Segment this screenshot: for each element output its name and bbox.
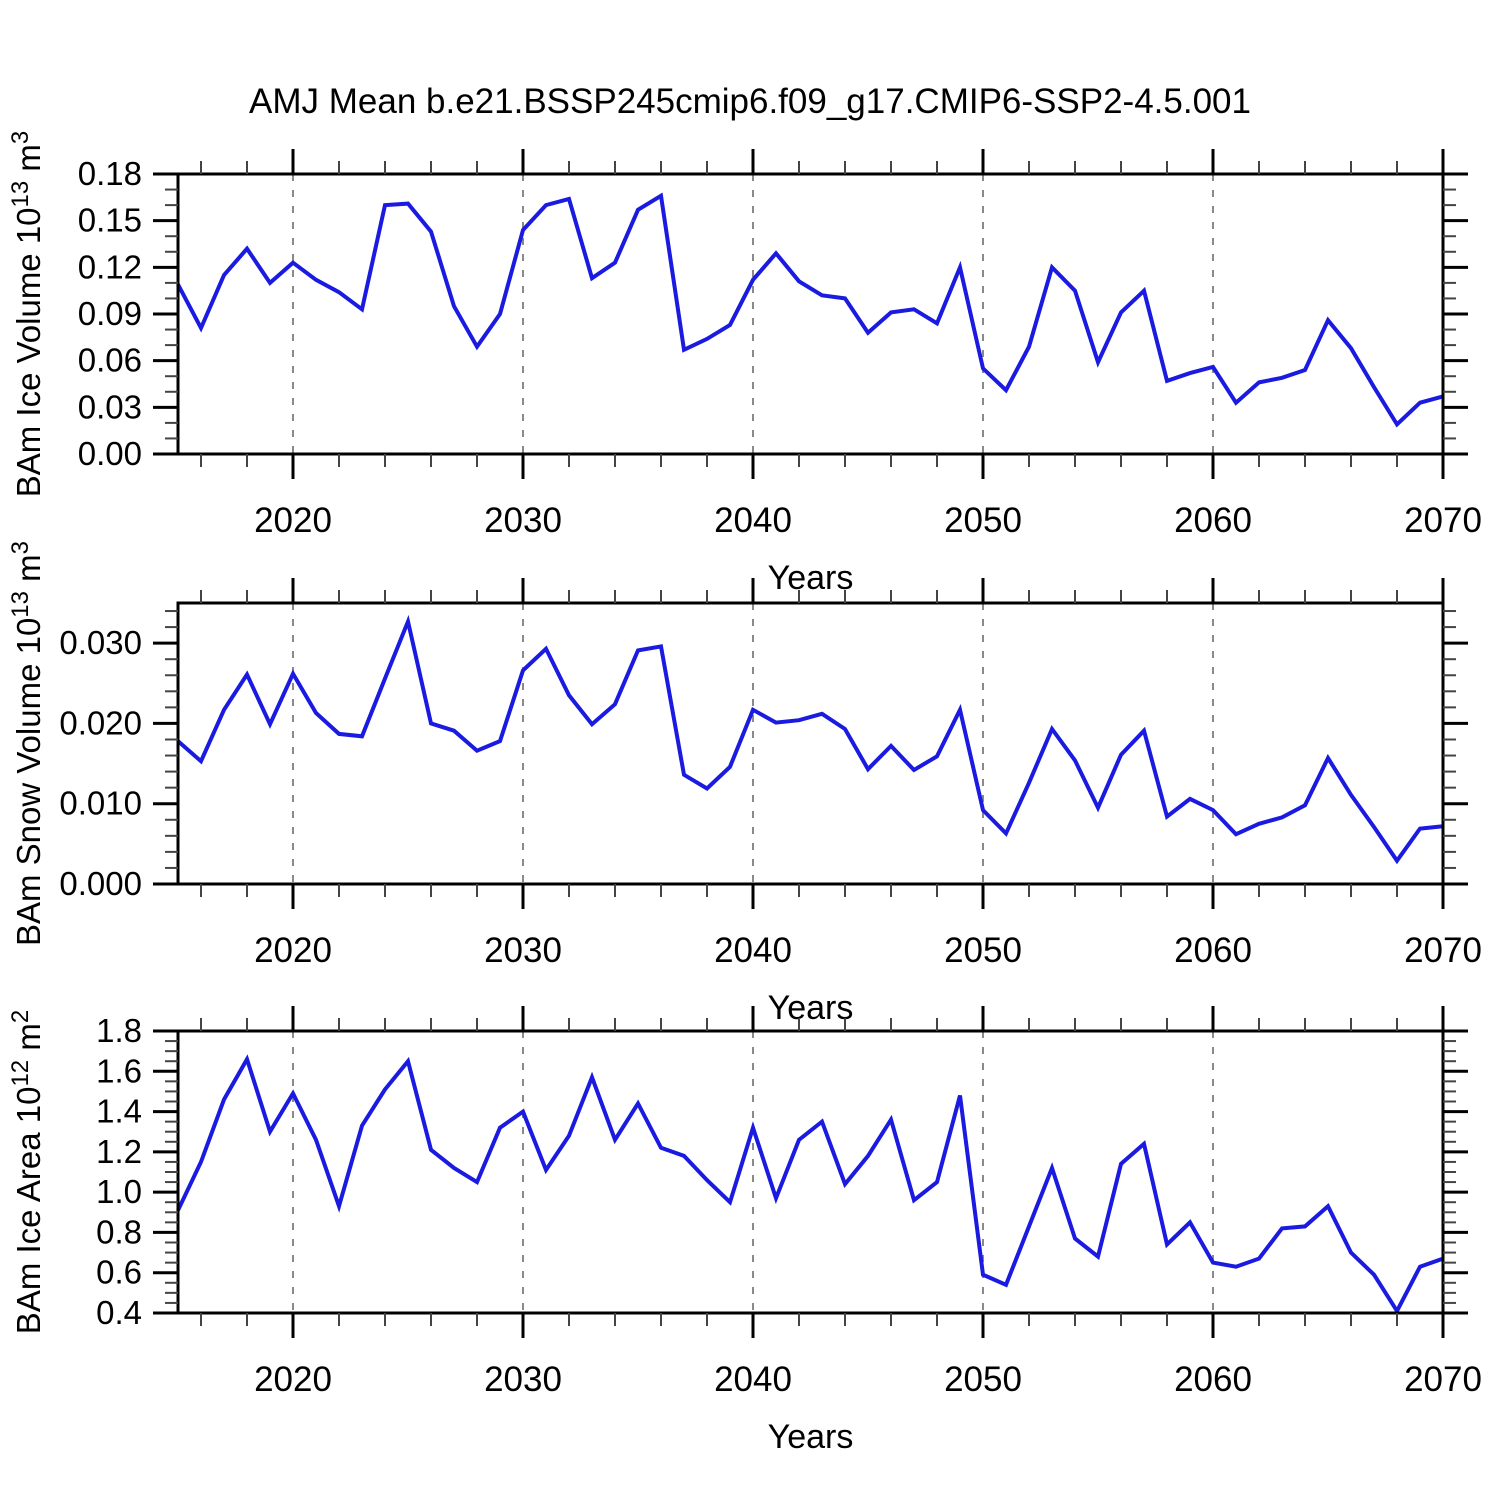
x-tick-label: 2040 [714, 931, 792, 970]
x-tick-label: 2020 [254, 1360, 332, 1399]
y-tick-label: 0.06 [78, 342, 142, 379]
plot-frame [176, 1029, 1445, 1315]
x-tick-label: 2060 [1174, 1360, 1252, 1399]
x-tick-label: 2030 [484, 1360, 562, 1399]
x-tick-label: 2040 [714, 501, 792, 540]
plot-frame [176, 172, 1445, 456]
x-tick-label: 2070 [1404, 501, 1482, 540]
y-tick-label: 0.020 [59, 704, 142, 741]
y-tick-label: 1.0 [96, 1173, 142, 1210]
x-tick-label: 2050 [944, 1360, 1022, 1399]
y-tick-label: 0.09 [78, 295, 142, 332]
y-axis-title: BAm Snow Volume 1013 m3 [7, 541, 47, 946]
y-axis-title: BAm Ice Volume 1013 m3 [7, 131, 47, 498]
y-axis-title: BAm Ice Area 1012 m2 [7, 1010, 47, 1334]
panel-3: 2020 2030 2040 2050 2060 20700.40.60.81.01.21… [7, 1006, 1482, 1456]
x-tick-label: 2030 [484, 931, 562, 970]
data-line [176, 614, 1444, 865]
x-tick-label: 2020 [254, 931, 332, 970]
x-tick-label: 2020 [254, 501, 332, 540]
y-tick-label: 0.4 [96, 1294, 142, 1331]
y-tick-label: 0.8 [96, 1213, 142, 1250]
plot-frame [176, 601, 1445, 886]
panel-2: 2020 2030 2040 2050 2060 2070 0.000 0.010 0.020 0… [7, 541, 1482, 1027]
y-tick-label: 0.18 [78, 155, 142, 192]
x-axis-title: Years [768, 559, 854, 597]
y-tick-label: 1.2 [96, 1133, 142, 1170]
panel-1: 2020 2030 2040 2050 2060 2070 0.00 0.03 0.06 0.09… [7, 131, 1482, 597]
y-tick-label: 0.03 [78, 388, 142, 425]
data-line [176, 192, 1444, 428]
data-line [176, 1054, 1444, 1316]
x-tick-label: 2030 [484, 501, 562, 540]
y-tick-label: 0.000 [59, 865, 142, 902]
y-tick-label: 1.4 [96, 1093, 142, 1130]
x-axis-title: Years [768, 1418, 854, 1456]
y-tick-label: 0.00 [78, 435, 142, 472]
y-tick-label: 0.6 [96, 1254, 142, 1291]
y-tick-label: 0.030 [59, 624, 142, 661]
x-tick-label: 2050 [944, 931, 1022, 970]
x-tick-label: 2060 [1174, 501, 1252, 540]
y-tick-label: 0.15 [78, 202, 142, 239]
x-tick-label: 2050 [944, 501, 1022, 540]
x-tick-label: 2070 [1404, 931, 1482, 970]
x-tick-label: 2040 [714, 1360, 792, 1399]
y-tick-label: 0.12 [78, 248, 142, 285]
x-tick-label: 2070 [1404, 1360, 1482, 1399]
y-tick-label: 1.8 [96, 1012, 142, 1049]
x-tick-label: 2060 [1174, 931, 1252, 970]
chart-title: AMJ Mean b.e21.BSSP245cmip6.f09_g17.CMIP… [249, 82, 1251, 121]
x-axis-title: Years [768, 989, 854, 1027]
y-tick-label: 1.6 [96, 1052, 142, 1089]
y-tick-label: 0.010 [59, 785, 142, 822]
